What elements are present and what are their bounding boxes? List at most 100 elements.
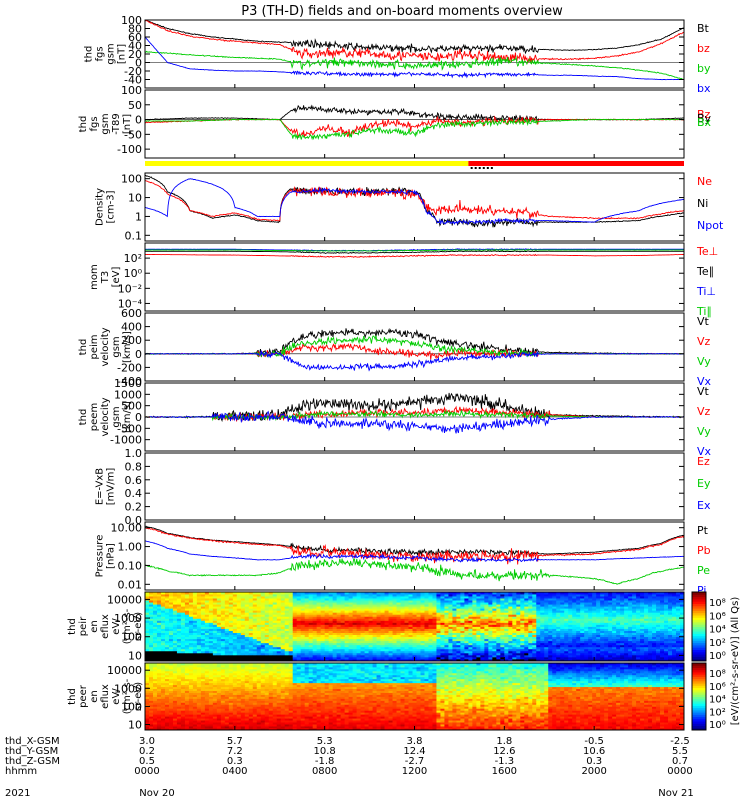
spectrogram-cell	[212, 644, 218, 648]
spectrogram-cell	[212, 608, 218, 611]
spectrogram-cell	[272, 654, 278, 658]
spectrogram-cell	[484, 604, 489, 607]
spectrogram-cell	[496, 636, 501, 640]
spectrogram-cell	[520, 616, 525, 619]
spectrogram-cell	[352, 600, 357, 603]
spectrogram-cell	[552, 638, 557, 642]
spectrogram-cell	[208, 642, 214, 646]
spectrogram-cell	[324, 630, 330, 633]
spectrogram-cell	[428, 656, 433, 660]
spectrogram-cell	[668, 646, 673, 650]
spectrogram-cell	[508, 602, 513, 605]
spectrogram-cell	[320, 604, 326, 607]
spectrogram-cell	[680, 608, 685, 611]
spectrogram-cell	[548, 642, 553, 646]
spectrogram-cell	[220, 612, 226, 615]
spectrogram-cell	[308, 594, 314, 597]
spectrogram-cell	[520, 656, 525, 660]
spectrogram-cell	[284, 598, 290, 601]
spectrogram-cell	[256, 616, 262, 619]
spectrogram-cell	[184, 620, 190, 623]
spectrogram-cell	[352, 644, 357, 648]
spectrogram-cell	[180, 642, 186, 646]
spectrogram-cell	[616, 652, 621, 656]
spectrogram-cell	[588, 614, 593, 617]
spectrogram-cell	[640, 648, 645, 652]
spectrogram-cell	[276, 650, 282, 654]
spectrogram-cell	[540, 624, 545, 627]
spectrogram-cell	[145, 646, 150, 650]
spectrogram-cell	[256, 598, 262, 601]
spectrogram-cell	[652, 592, 657, 595]
spectrogram-cell	[484, 620, 489, 623]
spectrogram-cell	[580, 598, 585, 601]
spectrogram-cell	[576, 620, 581, 623]
spectrogram-cell	[228, 658, 234, 662]
spectrogram-cell	[648, 652, 653, 656]
spectrogram-cell	[456, 596, 461, 599]
spectrogram-cell	[268, 606, 274, 609]
spectrogram-cell	[360, 600, 365, 603]
spectrogram-cell	[384, 634, 389, 638]
spectrogram-cell	[292, 632, 298, 636]
spectrogram-cell	[588, 622, 593, 625]
spectrogram-cell	[200, 654, 206, 658]
spectrogram-cell	[564, 602, 569, 605]
spectrogram-cell	[448, 654, 453, 658]
spectrogram-cell	[536, 608, 541, 611]
spectrogram-cell	[592, 630, 597, 633]
spectrogram-cell	[308, 652, 314, 656]
spectrogram-cell	[360, 594, 365, 597]
spectrogram-cell	[500, 610, 505, 613]
spectrogram-cell	[240, 654, 246, 658]
spectrogram-cell	[164, 592, 170, 595]
spectrogram-cell	[312, 642, 318, 646]
spectrogram-cell	[368, 608, 373, 611]
spectrogram-cell	[400, 656, 405, 660]
spectrogram-cell	[224, 636, 230, 640]
spectrogram-cell	[168, 630, 174, 633]
spectrogram-cell	[196, 600, 202, 603]
spectrogram-cell	[296, 604, 302, 607]
spectrogram-cell	[204, 644, 210, 648]
spectrogram-cell	[296, 636, 302, 640]
spectrogram-cell	[176, 618, 182, 621]
spectrogram-cell	[380, 644, 385, 648]
spectrogram-cell	[360, 638, 365, 642]
spectrogram-cell	[436, 654, 441, 658]
spectrogram-cell	[600, 638, 605, 642]
spectrogram-cell	[344, 598, 350, 601]
spectrogram-cell	[580, 616, 585, 619]
spectrogram-cell	[620, 636, 625, 640]
legend-Ti∥: Ti∥	[696, 305, 712, 318]
spectrogram-cell	[612, 610, 617, 613]
spectrogram-cell	[584, 598, 589, 601]
spectrogram-cell	[224, 634, 230, 638]
spectrogram-cell	[396, 654, 401, 658]
spectrogram-cell	[372, 638, 377, 642]
spectrogram-cell	[180, 604, 186, 607]
spectrogram-cell	[464, 650, 469, 654]
spectrogram-cell	[328, 640, 334, 644]
spectrogram-cell	[364, 652, 369, 656]
spectrogram-cell	[172, 602, 178, 605]
spectrogram-cell	[624, 614, 629, 617]
spectrogram-cell	[364, 594, 369, 597]
y-axis-label: [mV/m]	[106, 468, 117, 506]
spectrogram-cell	[592, 610, 597, 613]
spectrogram-cell	[208, 658, 214, 662]
spectrogram-cell	[204, 656, 210, 660]
spectrogram-cell	[500, 632, 505, 636]
spectrogram-cell	[604, 640, 609, 644]
spectrogram-cell	[416, 656, 421, 660]
spectrogram-cell	[528, 602, 533, 605]
spectrogram-cell	[356, 600, 361, 603]
spectrogram-cell	[412, 602, 417, 605]
spectrogram-cell	[360, 616, 365, 619]
spectrogram-cell	[508, 622, 513, 625]
spectrogram-cell	[204, 606, 210, 609]
spectrogram-cell	[172, 644, 178, 648]
spectrogram-cell	[460, 656, 465, 660]
spectrogram-cell	[476, 642, 481, 646]
spectrogram-cell	[176, 650, 182, 654]
